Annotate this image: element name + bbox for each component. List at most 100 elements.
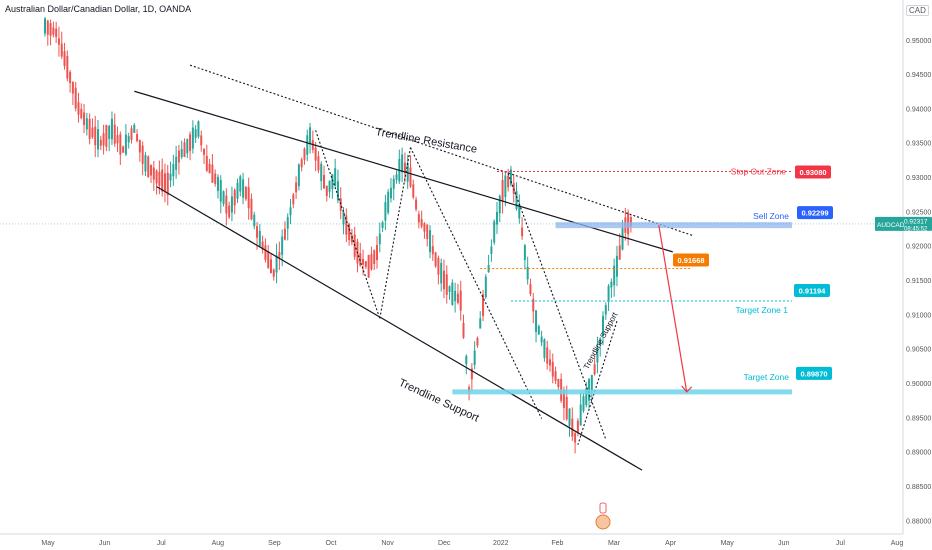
- target1-badge-bg: [794, 284, 830, 298]
- candle-body: [565, 397, 568, 420]
- candle-body: [454, 290, 457, 302]
- candle-body: [395, 174, 398, 180]
- candle-body: [473, 350, 476, 365]
- x-tick-label: Jun: [99, 540, 110, 547]
- candle-body: [537, 326, 540, 335]
- candle-body: [83, 112, 86, 125]
- candle-body: [278, 252, 281, 258]
- candle-body: [49, 23, 52, 36]
- trendline-support-small-label: Trendline Support: [582, 310, 620, 371]
- candle-body: [272, 269, 275, 277]
- candle-body: [152, 167, 155, 180]
- candle-body: [275, 255, 278, 273]
- x-tick-label: Oct: [326, 540, 337, 547]
- candle-body: [147, 156, 150, 178]
- candle-body: [150, 164, 153, 176]
- candle-body: [618, 245, 621, 260]
- candle-body: [501, 180, 504, 202]
- projection-arrow[interactable]: [658, 224, 688, 393]
- candle-body: [370, 254, 373, 270]
- candle-body: [214, 173, 217, 184]
- candle-body: [529, 284, 532, 295]
- candle-body: [205, 155, 208, 171]
- candle-body: [247, 186, 250, 209]
- trendline-support-dotted[interactable]: [577, 321, 618, 445]
- candle-body: [297, 164, 300, 187]
- target-badge-bg: [796, 366, 832, 380]
- trendline-support-label: Trendline Support: [397, 377, 481, 425]
- x-tick-label: Nov: [381, 540, 394, 547]
- sell-badge: 0.92299: [801, 209, 828, 218]
- candle-body: [253, 214, 256, 227]
- candle-body: [97, 129, 100, 150]
- y-tick-label: 0.88500: [906, 484, 931, 491]
- candle-body: [158, 171, 161, 186]
- y-tick-label: 0.94000: [906, 106, 931, 113]
- candle-body: [392, 179, 395, 189]
- candle-body: [437, 257, 440, 275]
- candle-body: [562, 390, 565, 408]
- x-tick-label: Apr: [665, 540, 677, 547]
- candle-body: [459, 290, 462, 311]
- candle-body: [136, 134, 139, 142]
- candle-body: [451, 282, 454, 305]
- candle-body: [163, 173, 166, 191]
- event-icon[interactable]: [595, 514, 611, 530]
- candle-body: [191, 127, 194, 149]
- candle-body: [362, 258, 365, 265]
- candle-body: [222, 191, 225, 204]
- candle-body: [57, 38, 60, 45]
- candle-body: [613, 265, 616, 286]
- candle-body: [493, 221, 496, 243]
- entry-badge: 0.91668: [677, 256, 704, 265]
- trendline-zigzag-4[interactable]: [507, 173, 607, 440]
- candle-body: [535, 310, 538, 332]
- candle-body: [387, 191, 390, 213]
- candle-body: [484, 276, 487, 298]
- candle-body: [334, 168, 337, 186]
- candle-body: [412, 184, 415, 198]
- candle-body: [281, 236, 284, 255]
- candle-body: [509, 169, 512, 185]
- sell-badge-bg: [797, 206, 833, 220]
- candle-body: [389, 187, 392, 199]
- candle-body: [186, 138, 189, 154]
- entry-badge-bg: [673, 253, 709, 267]
- trendline-zigzag-3[interactable]: [409, 147, 543, 419]
- x-tick-label: Jul: [157, 540, 166, 547]
- candle-body: [621, 228, 624, 250]
- y-tick-label: 0.95000: [906, 38, 931, 45]
- candle-body: [295, 182, 298, 193]
- candle-body: [415, 199, 418, 210]
- candle-body: [102, 133, 105, 146]
- candle-body: [166, 172, 169, 196]
- x-tick-label: May: [721, 540, 735, 547]
- candle-body: [94, 126, 97, 146]
- candle-body: [122, 146, 125, 153]
- candle-body: [250, 198, 253, 220]
- candle-body: [417, 214, 420, 223]
- candle-body: [364, 261, 367, 267]
- trendline-zigzag-2[interactable]: [379, 147, 412, 319]
- y-tick-label: 0.89000: [906, 450, 931, 457]
- candle-body: [292, 194, 295, 205]
- candle-body: [203, 148, 206, 155]
- candle-body: [80, 108, 83, 119]
- candle-body: [507, 175, 510, 188]
- trendline-resistance-outer[interactable]: [189, 64, 693, 236]
- symbol-tag-bg: [875, 216, 932, 231]
- event-flag-icon: [599, 502, 607, 514]
- candle-body: [130, 128, 133, 140]
- trendline-zigzag-1[interactable]: [315, 130, 381, 319]
- candle-body: [554, 371, 557, 381]
- symbol-tag-label: AUDCAD: [877, 222, 905, 229]
- candle-body: [264, 245, 267, 260]
- candle-body: [348, 223, 351, 241]
- candle-body: [323, 174, 325, 189]
- trendline-support[interactable]: [156, 186, 643, 471]
- candle-body: [504, 175, 507, 197]
- projection-arrowhead: [681, 385, 693, 393]
- candle-body: [230, 196, 233, 213]
